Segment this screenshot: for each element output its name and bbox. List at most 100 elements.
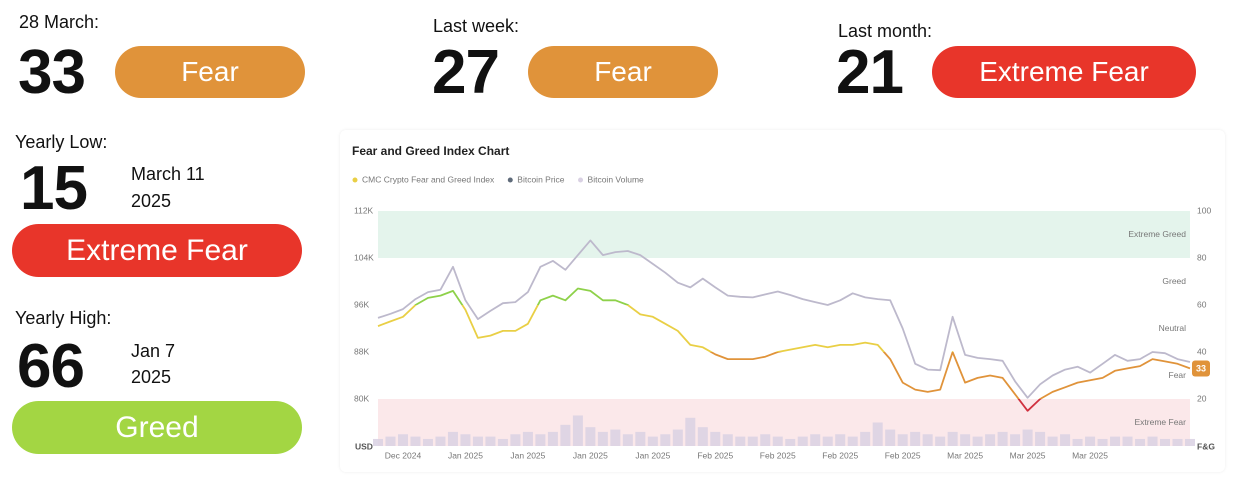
volume-bar (1035, 431, 1046, 446)
volume-bar (485, 436, 496, 446)
volume-bar (610, 429, 621, 446)
y2-tick-label: 40 (1197, 346, 1207, 356)
volume-bar (635, 431, 646, 446)
x-tick-label: Dec 2024 (385, 450, 422, 460)
zone-label: Extreme Fear (1135, 417, 1187, 427)
x-tick-label: Jan 2025 (573, 450, 608, 460)
legend-label: CMC Crypto Fear and Greed Index (362, 174, 495, 184)
stat-value: 33 (18, 38, 86, 107)
legend-label: Bitcoin Volume (588, 174, 644, 184)
volume-bar (410, 436, 421, 446)
volume-bar (922, 434, 933, 446)
x-tick-label: Jan 2025 (510, 450, 545, 460)
volume-bar (497, 438, 508, 446)
yearly-value: 15 (20, 154, 88, 223)
volume-bar (722, 434, 733, 446)
volume-bar (1072, 438, 1083, 446)
volume-bar (1010, 434, 1021, 446)
volume-bar (622, 434, 633, 446)
stat-label: 28 March: (19, 12, 100, 32)
volume-bar (847, 436, 858, 446)
volume-bar (910, 431, 921, 446)
legend-marker (507, 177, 513, 183)
volume-bar (772, 436, 783, 446)
volume-bar (597, 431, 608, 446)
volume-bar (1172, 438, 1183, 446)
x-tick-label: Mar 2025 (1072, 450, 1108, 460)
y2-tick-label: 60 (1197, 299, 1207, 309)
volume-bar (1060, 434, 1071, 446)
yearly-date: Jan 7 (131, 341, 176, 361)
volume-bar (522, 431, 533, 446)
volume-bar (747, 436, 758, 446)
x-tick-label: Feb 2025 (822, 450, 858, 460)
zone-label: Extreme Greed (1128, 229, 1186, 239)
volume-bar (735, 436, 746, 446)
volume-bar (1185, 438, 1195, 446)
stat-value: 27 (432, 38, 500, 107)
stat-label: Last month: (838, 21, 933, 41)
stat-label: Last week: (433, 16, 520, 36)
y-tick-label: 112K (354, 205, 374, 215)
volume-bar (1147, 436, 1158, 446)
y2-tick-label: 100 (1197, 205, 1211, 215)
volume-bar (997, 431, 1008, 446)
volume-bar (572, 415, 583, 446)
zone-label: Fear (1169, 370, 1187, 380)
volume-bar (960, 434, 971, 446)
volume-bar (472, 436, 483, 446)
volume-bar (835, 434, 846, 446)
volume-bar (935, 436, 946, 446)
series-line (377, 287, 1191, 412)
y2-tick-label: 20 (1197, 393, 1207, 403)
status-pill: Extreme Fear (932, 46, 1196, 98)
y-axis-label: USD (355, 441, 373, 451)
y-tick-label: 104K (354, 252, 374, 262)
volume-bar (760, 434, 771, 446)
volume-bar (785, 438, 796, 446)
last-value-box (1192, 360, 1210, 377)
volume-bar (547, 431, 558, 446)
yearly-date: March 11 (131, 164, 205, 184)
yearly-year: 2025 (131, 367, 172, 387)
volume-bar (385, 436, 396, 446)
volume-bar (373, 438, 383, 446)
y-tick-label: 80K (354, 393, 369, 403)
volume-bar (1110, 436, 1121, 446)
volume-bar (947, 431, 958, 446)
yearly-year: 2025 (131, 191, 172, 211)
volume-bar (535, 434, 546, 446)
x-tick-label: Feb 2025 (885, 450, 921, 460)
status-pill: Fear (528, 46, 718, 98)
volume-bar (897, 434, 908, 446)
last-value-label: 33 (1196, 363, 1206, 373)
status-pill: Greed (12, 401, 302, 454)
yearly-value: 66 (17, 332, 85, 401)
legend-marker (352, 177, 358, 183)
y2-tick-label: 80 (1197, 252, 1207, 262)
volume-bar (860, 431, 871, 446)
yearly-label: Yearly Low: (15, 132, 108, 152)
legend-label: Bitcoin Price (517, 174, 565, 184)
volume-bar (872, 422, 883, 446)
volume-bar (1122, 436, 1133, 446)
volume-bar (710, 431, 721, 446)
volume-bar (797, 436, 808, 446)
volume-bar (660, 434, 671, 446)
volume-bar (447, 431, 458, 446)
zone-label: Neutral (1159, 323, 1187, 333)
zone-band (378, 211, 1190, 258)
volume-bar (672, 429, 683, 446)
x-tick-label: Mar 2025 (1010, 450, 1046, 460)
y2-axis-label: F&G (1197, 441, 1215, 451)
status-pill: Fear (115, 46, 305, 98)
y-tick-label: 88K (354, 346, 369, 356)
x-tick-label: Feb 2025 (760, 450, 796, 460)
volume-bar (810, 434, 821, 446)
volume-bar (697, 427, 708, 446)
x-tick-label: Jan 2025 (448, 450, 483, 460)
x-tick-label: Mar 2025 (947, 450, 983, 460)
volume-bar (397, 434, 408, 446)
